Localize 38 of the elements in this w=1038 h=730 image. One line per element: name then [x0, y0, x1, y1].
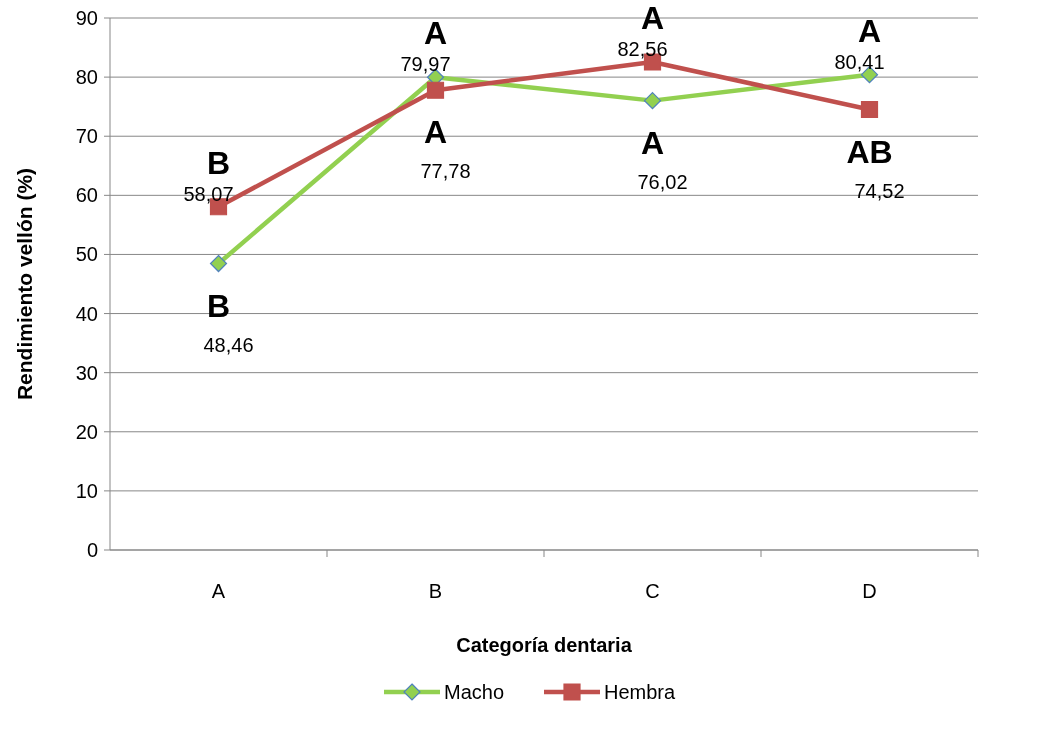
- x-axis-title: Categoría dentaria: [456, 634, 633, 656]
- y-tick-label: 30: [75, 361, 98, 384]
- data-label: 79,97: [400, 53, 451, 76]
- y-tick-label: 0: [86, 539, 98, 561]
- x-tick-label: B: [428, 580, 443, 602]
- y-tick-label: 20: [75, 420, 98, 443]
- annotation: A: [640, 0, 665, 37]
- x-tick-label: A: [211, 580, 226, 602]
- annotation: B: [206, 287, 231, 324]
- point: [426, 81, 445, 99]
- data-label: 76,02: [637, 170, 688, 193]
- x-tick-label: C: [645, 580, 660, 602]
- point: [860, 100, 879, 119]
- data-label: 58,07: [183, 182, 234, 205]
- data-label: 80,41: [834, 50, 885, 73]
- y-tick-label: 60: [75, 184, 98, 207]
- annotation: AB: [846, 133, 893, 170]
- y-tick-label: 70: [75, 125, 98, 148]
- y-tick-label: 40: [75, 302, 98, 325]
- y-tick-label: 50: [75, 243, 98, 266]
- legend-label: Hembra: [604, 681, 677, 703]
- annotation: A: [857, 12, 882, 49]
- y-axis-title: Rendimiento vellón (%): [13, 167, 36, 401]
- y-tick-label: 90: [75, 7, 98, 29]
- annotation: A: [423, 15, 448, 52]
- data-label: 82,56: [617, 37, 668, 60]
- data-label: 77,78: [420, 160, 471, 183]
- annotation: A: [640, 124, 665, 161]
- legend-label: Macho: [444, 681, 505, 703]
- point: [209, 254, 228, 273]
- data-label: 48,46: [203, 333, 254, 356]
- y-tick-label: 10: [75, 479, 98, 502]
- data-label: 74,52: [854, 179, 905, 202]
- x-tick-label: D: [862, 580, 877, 602]
- point: [643, 92, 662, 110]
- annotation: A: [423, 114, 448, 151]
- y-tick-label: 80: [75, 66, 98, 89]
- annotation: B: [206, 144, 231, 181]
